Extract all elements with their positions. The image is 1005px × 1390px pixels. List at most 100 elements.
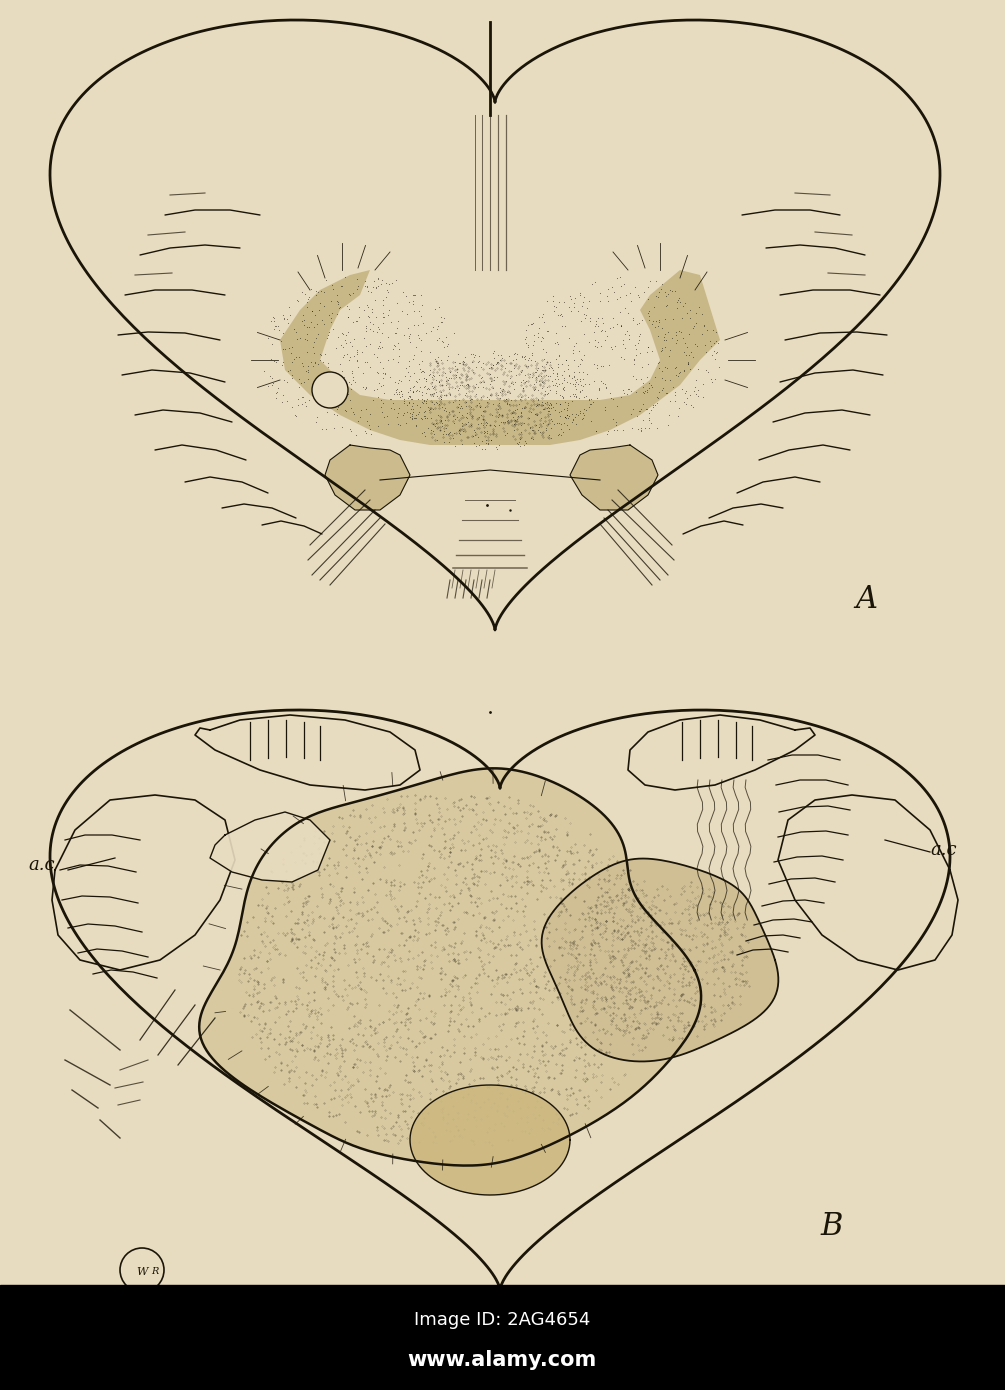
Point xyxy=(300,316,317,338)
Point xyxy=(593,335,609,357)
Point xyxy=(318,268,334,291)
Point xyxy=(694,322,711,345)
Point xyxy=(515,370,531,392)
Point xyxy=(568,403,584,425)
Point xyxy=(574,379,590,402)
Point xyxy=(581,331,597,353)
Point xyxy=(461,389,477,411)
Point xyxy=(543,393,559,416)
Point xyxy=(514,396,530,418)
Point xyxy=(377,361,393,384)
Point xyxy=(572,353,588,375)
Point xyxy=(473,413,489,435)
Point xyxy=(473,385,489,407)
Point xyxy=(421,378,437,400)
Point xyxy=(358,377,374,399)
Point xyxy=(681,343,697,366)
Point xyxy=(679,350,695,373)
Point xyxy=(404,395,420,417)
Point xyxy=(541,357,557,379)
Point xyxy=(619,382,635,404)
Point xyxy=(633,420,649,442)
Point xyxy=(442,421,458,443)
Point xyxy=(312,292,328,314)
Point xyxy=(402,379,418,402)
Point xyxy=(563,288,579,310)
Point xyxy=(407,407,423,430)
Point xyxy=(484,354,500,377)
Point xyxy=(660,282,676,304)
Polygon shape xyxy=(199,769,701,1166)
Point xyxy=(401,328,417,350)
Point xyxy=(320,324,336,346)
Point xyxy=(657,335,673,357)
Point xyxy=(690,378,707,400)
Point xyxy=(539,375,555,398)
Point xyxy=(546,413,562,435)
Point xyxy=(341,349,357,371)
Point xyxy=(482,370,498,392)
Point xyxy=(327,417,343,439)
Point xyxy=(608,410,624,432)
Point xyxy=(674,378,690,400)
Point xyxy=(272,329,288,352)
Point xyxy=(471,406,487,428)
Point xyxy=(588,310,604,332)
Point xyxy=(570,300,586,322)
Point xyxy=(414,409,430,431)
Point xyxy=(445,406,461,428)
Point xyxy=(416,389,432,411)
Point xyxy=(654,360,670,382)
Point xyxy=(309,313,325,335)
Point xyxy=(531,379,547,402)
Point xyxy=(531,416,547,438)
Point xyxy=(579,297,595,320)
Point xyxy=(648,386,664,409)
Point xyxy=(391,368,407,391)
Point xyxy=(640,302,656,324)
Point xyxy=(568,378,584,400)
Point xyxy=(576,322,592,345)
Point xyxy=(518,345,534,367)
Point xyxy=(269,381,285,403)
Point xyxy=(532,317,548,339)
Point xyxy=(654,379,670,402)
Point xyxy=(527,350,543,373)
Point xyxy=(478,423,494,445)
Point xyxy=(331,291,347,313)
Point xyxy=(672,291,688,313)
Point xyxy=(311,367,327,389)
Point xyxy=(459,402,475,424)
Point xyxy=(470,377,486,399)
Point xyxy=(343,378,359,400)
Point xyxy=(540,396,556,418)
Point xyxy=(450,378,466,400)
Point xyxy=(343,284,359,306)
Point xyxy=(449,359,465,381)
Point xyxy=(401,391,417,413)
Point xyxy=(437,361,453,384)
Point xyxy=(547,332,563,354)
Point xyxy=(560,407,576,430)
Point xyxy=(323,310,339,332)
Point xyxy=(506,418,522,441)
Point xyxy=(415,406,431,428)
Point xyxy=(573,348,589,370)
Point xyxy=(651,309,667,331)
Point xyxy=(574,295,590,317)
Point xyxy=(450,418,466,441)
Point xyxy=(362,318,378,341)
Point xyxy=(437,384,453,406)
Point xyxy=(416,375,432,398)
Point xyxy=(529,360,545,382)
Point xyxy=(572,282,588,304)
Point xyxy=(451,400,467,423)
Point xyxy=(556,375,572,398)
Point xyxy=(349,310,365,332)
Point xyxy=(405,285,421,307)
Point xyxy=(275,368,291,391)
Point xyxy=(307,381,323,403)
Point xyxy=(413,407,429,430)
Point xyxy=(576,286,592,309)
Point xyxy=(565,342,581,364)
